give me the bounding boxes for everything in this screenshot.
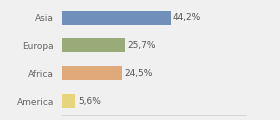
Bar [62, 39, 125, 52]
Text: 24,5%: 24,5% [124, 69, 153, 78]
Text: 25,7%: 25,7% [127, 41, 156, 50]
Text: 44,2%: 44,2% [173, 13, 201, 22]
Text: 5,6%: 5,6% [78, 97, 101, 106]
Bar [62, 11, 171, 24]
Bar [62, 66, 122, 80]
Bar [62, 94, 75, 108]
